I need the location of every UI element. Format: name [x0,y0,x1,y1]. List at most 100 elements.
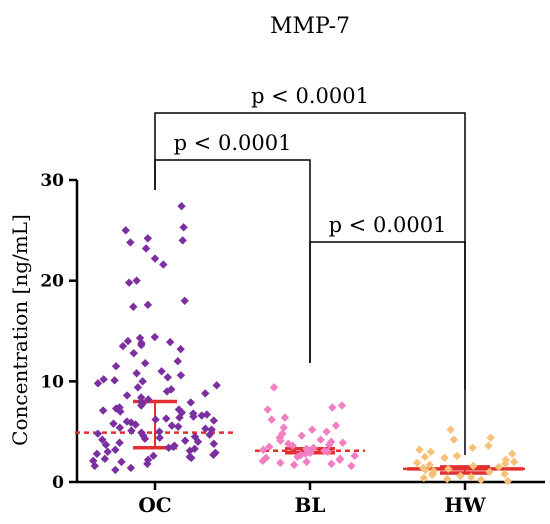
data-point [212,381,221,390]
bracket-line [154,159,311,363]
data-point [98,406,108,415]
data-point [90,461,99,471]
data-point [116,407,125,416]
data-point [179,223,188,232]
data-point [442,474,452,484]
data-point [337,401,347,410]
data-point [279,423,288,432]
data-point [176,344,185,354]
data-point [288,441,297,450]
data-point [127,426,136,435]
data-point [150,254,160,263]
data-point [93,379,103,388]
data-point [276,436,285,445]
data-point [444,464,453,474]
data-point [209,416,218,425]
data-point [143,459,152,469]
data-point [174,405,184,414]
data-point [99,375,108,384]
data-point [98,435,107,444]
data-points [89,201,519,486]
data-point [323,447,333,456]
chart-title: MMP-7 [270,14,350,39]
data-point [157,367,166,376]
data-point [111,465,120,475]
data-point [177,201,186,211]
data-point [338,438,347,447]
data-point [327,459,336,469]
data-point [421,465,430,475]
y-tick-label: 0 [52,473,64,493]
data-point [132,369,141,378]
data-point [297,431,306,440]
data-point [469,461,478,471]
axes: 0 10 20 30 OC BL HW [40,171,545,517]
data-point [258,456,268,466]
data-point [151,415,160,424]
data-point [111,362,121,371]
x-tick-label: HW [444,493,486,517]
data-point [129,348,138,358]
data-point [117,457,126,467]
p-value-label: p < 0.0001 [174,131,292,155]
data-point [209,439,219,448]
data-point [155,427,164,436]
data-point [425,460,434,470]
data-point [137,340,146,350]
data-point [420,452,430,462]
data-point [201,389,210,398]
data-point [189,412,198,421]
data-point [164,443,173,452]
data-point [185,446,194,455]
data-point [144,395,153,404]
data-point [89,456,98,466]
data-point [122,391,132,400]
data-point [109,419,118,428]
data-point [118,341,128,351]
data-point [169,442,178,451]
data-point [280,413,290,422]
data-point [178,236,187,245]
data-point [205,430,214,439]
data-point [446,425,455,434]
data-point [276,458,285,468]
data-point [133,383,143,392]
data-point [149,451,158,461]
data-point [124,278,134,287]
data-point [476,475,486,485]
data-point [175,413,184,422]
data-point [207,425,216,434]
data-point [468,443,477,452]
data-point [143,455,153,465]
data-point [350,451,359,461]
data-point [307,425,317,434]
data-point [173,357,182,366]
data-point [316,435,325,444]
bracket-line [309,241,466,455]
data-point [140,359,150,368]
data-point [132,276,141,285]
y-tick-label: 10 [40,372,64,392]
significance-brackets: p < 0.0001 p < 0.0001 p < 0.0001 [154,84,466,455]
y-axis-label: Concentration [ng/mL] [8,214,32,446]
data-point [428,470,437,480]
data-point [501,459,510,469]
data-point [180,436,190,445]
data-point [259,445,268,454]
data-point [162,387,172,396]
data-point [187,453,196,463]
data-point [484,441,493,450]
data-point [452,451,462,461]
data-point [347,461,356,471]
x-tick-label: OC [138,493,171,517]
data-point [174,422,183,431]
data-point [135,333,145,343]
data-point [110,376,119,385]
data-point [331,421,341,430]
data-point [507,449,517,459]
data-point [138,377,147,386]
data-point [111,404,121,413]
data-point [209,450,218,460]
data-point [197,411,206,420]
